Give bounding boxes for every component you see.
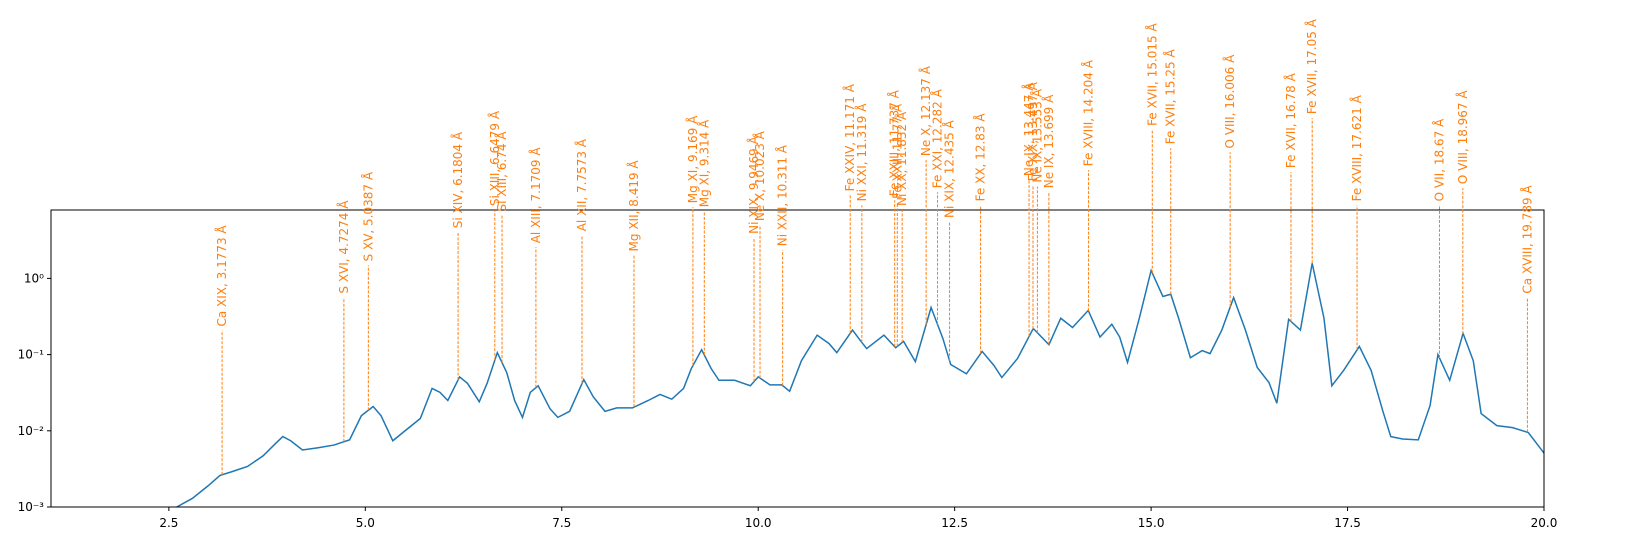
annotation-label: Fe XXII, 11.77 Å [889,103,904,199]
annotation-label: Si XIII, 6.6479 Å [487,110,502,206]
annotation-label: Fe XXIV, 11.171 Å [842,83,857,191]
x-tick-label: 10.0 [745,516,772,530]
annotation-label: Ni XIX, 9.9469 Å [746,135,761,234]
x-tick-label: 2.5 [159,516,178,530]
annotation-label: Ne X, 12.137 Å [918,65,933,156]
y-tick-label: 10⁻² [18,424,45,438]
annotation-label: O VIII, 18.967 Å [1455,90,1470,185]
annotation-label: Ni XXI, 11.319 Å [854,103,869,202]
annotation-label: Mg XI, 9.169 Å [685,115,700,203]
annotation-label: Ne IX, 13.553 Å [1029,88,1044,182]
annotation-label: Ni XIX, 12.435 Å [942,119,957,218]
annotation-label: Fe XVIII, 14.204 Å [1081,59,1096,166]
annotation-label: Mg XII, 8.419 Å [626,160,641,252]
annotation-label: Ca XVIII, 19.789 Å [1519,185,1534,294]
annotation-label: Fe XVII, 17.05 Å [1304,18,1319,114]
x-tick-label: 20.0 [1531,516,1558,530]
annotation-label: Si XIII, 6.74 Å [494,131,509,212]
annotation-label: Ne IX, 13.447 Å [1021,82,1036,176]
annotation-label: Al XIII, 7.1709 Å [528,147,543,244]
annotation-label: Fe XX, 12.83 Å [973,113,988,202]
x-tick-label: 5.0 [356,516,375,530]
annotation-label: Ne X, 10.023 Å [752,130,767,221]
annotation-label: Fe XVII, 15.015 Å [1144,23,1159,126]
annotation-label: O VIII, 16.006 Å [1222,54,1237,149]
x-tick-label: 12.5 [941,516,968,530]
annotation-label: O VII, 18.67 Å [1431,118,1446,201]
annotation-label: Fe XVII, 16.78 Å [1283,72,1298,168]
annotation-label: S XV, 5.0387 Å [360,171,375,261]
annotation-label: Mg XI, 9.314 Å [696,119,711,207]
plot-area [176,263,1544,507]
x-tick-label: 17.5 [1334,516,1361,530]
annotation-label: Ca XIX, 3.1773 Å [214,225,229,327]
annotation-label: Fe XXI, 12.282 Å [930,88,945,188]
annotation-label: Fe XXIII, 11.737 Å [887,89,902,196]
annotation-label: Fe XIX, 13.497 Å [1025,81,1040,181]
spectrum-line [176,263,1544,507]
annotation-label: Fe XVII, 15.25 Å [1163,49,1178,145]
annotation-label: S XVI, 4.7274 Å [336,200,351,294]
x-tick-label: 15.0 [1138,516,1165,530]
annotation-label: Ne IX, 13.699 Å [1041,94,1056,188]
annotation-label: Ni XXII, 10.311 Å [775,144,790,246]
annotation-label: Al XII, 7.7573 Å [574,138,589,231]
y-tick-label: 10⁻³ [18,500,45,514]
annotation-label: Fe XVIII, 17.621 Å [1349,94,1364,201]
y-tick-label: 10⁰ [24,271,44,285]
y-tick-label: 10⁻¹ [18,348,45,362]
axes-frame [50,209,1545,508]
annotation-label: Ni XX, 11.832 Å [894,111,909,206]
annotation-label: Si XIV, 6.1804 Å [450,131,465,228]
x-tick-label: 7.5 [552,516,571,530]
